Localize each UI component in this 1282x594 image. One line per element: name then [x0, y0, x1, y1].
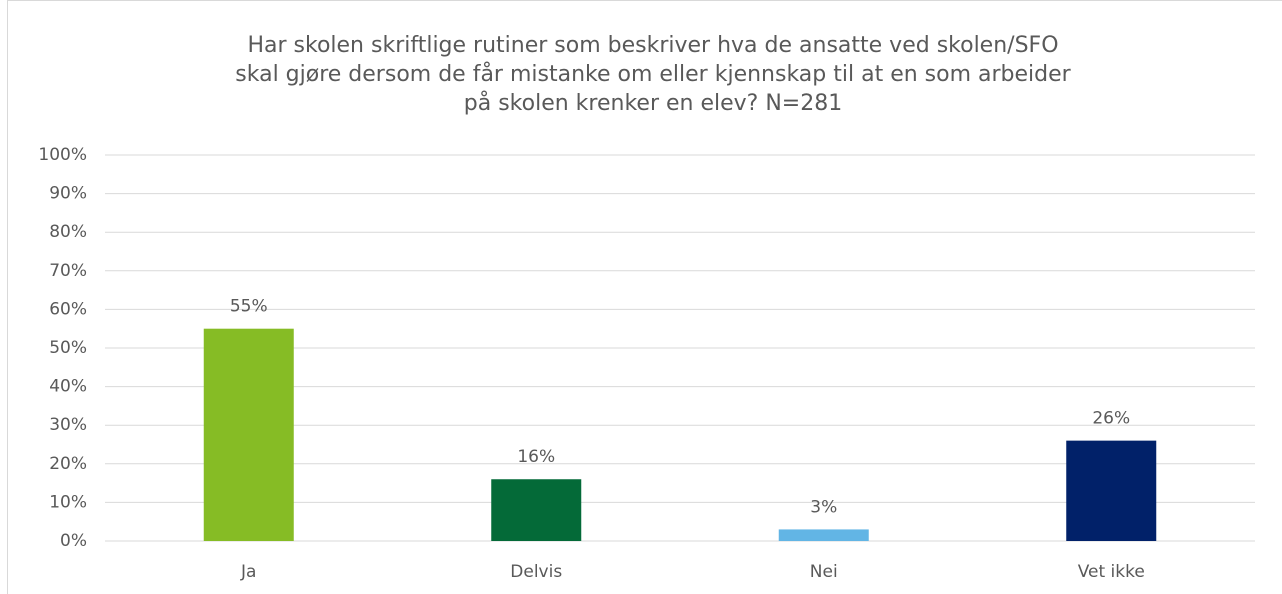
y-tick-label: 10%	[49, 492, 87, 512]
chart-title: på skolen krenker en elev? N=281	[464, 90, 842, 116]
chart-frame	[7, 0, 1282, 594]
x-tick-label: Delvis	[510, 562, 562, 582]
chart-title: skal gjøre dersom de får mistanke om ell…	[235, 61, 1071, 87]
data-label: 26%	[1092, 409, 1130, 429]
data-label: 16%	[517, 447, 555, 467]
x-tick-label: Ja	[240, 562, 256, 582]
x-tick-label: Vet ikke	[1078, 562, 1145, 582]
chart-title: Har skolen skriftlige rutiner som beskri…	[247, 33, 1058, 58]
y-tick-label: 40%	[49, 377, 87, 397]
bar	[203, 328, 294, 541]
y-tick-label: 100%	[38, 145, 87, 165]
y-tick-label: 50%	[49, 338, 87, 358]
y-tick-label: 20%	[49, 454, 87, 474]
y-tick-label: 70%	[49, 261, 87, 281]
bar	[778, 529, 869, 541]
y-tick-label: 90%	[49, 184, 87, 204]
bar	[491, 479, 582, 541]
y-tick-label: 30%	[49, 415, 87, 435]
y-tick-label: 0%	[60, 531, 87, 551]
data-label: 3%	[810, 497, 837, 517]
y-tick-label: 80%	[49, 222, 87, 242]
x-tick-label: Nei	[810, 562, 838, 582]
bar	[1066, 440, 1157, 541]
data-label: 55%	[230, 297, 268, 317]
y-tick-label: 60%	[49, 299, 87, 319]
